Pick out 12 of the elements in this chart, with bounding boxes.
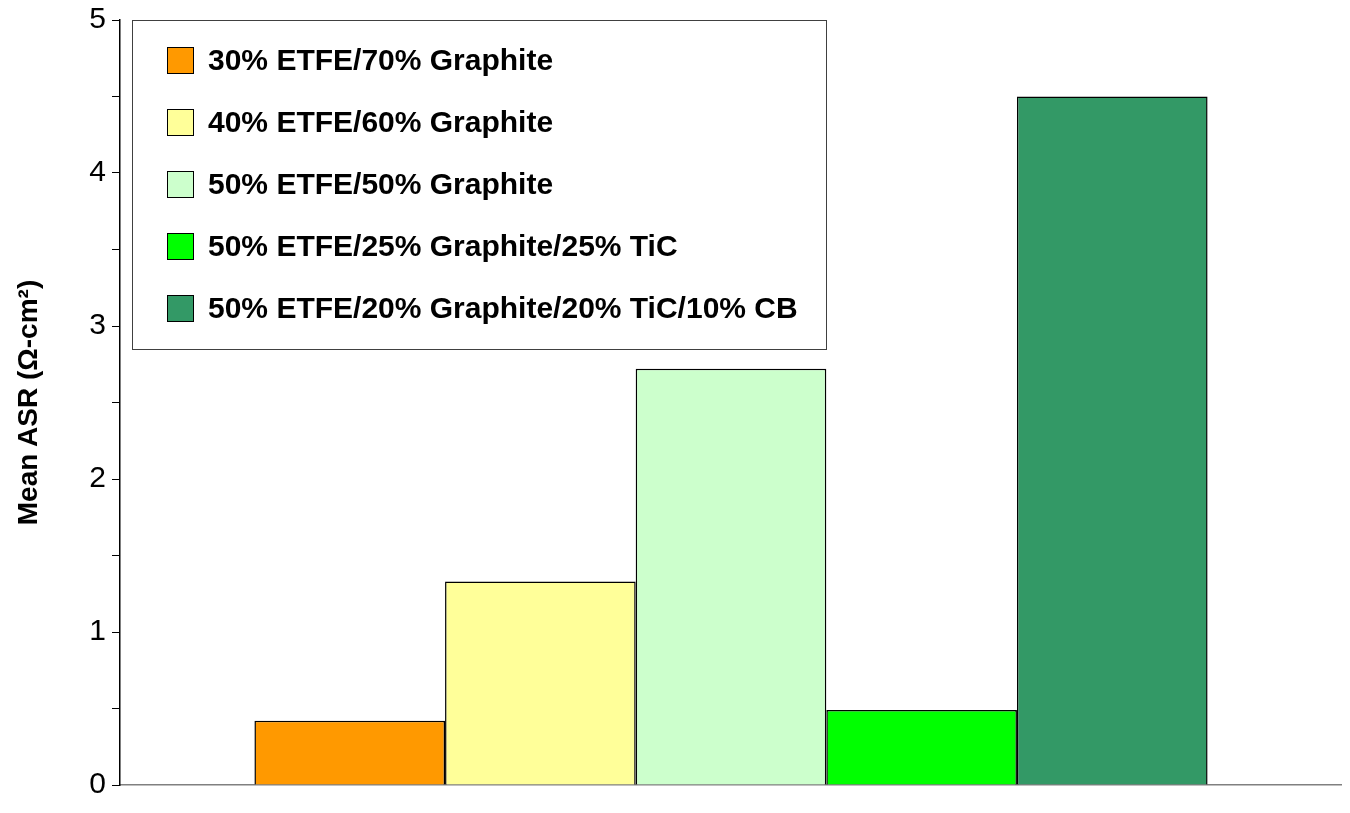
legend-label: 50% ETFE/50% Graphite (208, 167, 554, 201)
y-tick-label: 3 (89, 307, 106, 341)
y-tick-label: 2 (89, 460, 106, 494)
legend-label: 40% ETFE/60% Graphite (208, 105, 554, 139)
y-tick-label: 4 (89, 154, 106, 188)
legend-label: 50% ETFE/20% Graphite/20% TiC/10% CB (208, 291, 798, 325)
y-tick-label: 5 (89, 1, 106, 35)
y-axis-title: Mean ASR (Ω-cm²) (11, 279, 43, 526)
y-tick-label: 0 (89, 766, 106, 800)
legend-label: 30% ETFE/70% Graphite (208, 43, 554, 77)
legend-label: 50% ETFE/25% Graphite/25% TiC (208, 229, 678, 263)
y-tick-label: 1 (89, 613, 106, 647)
